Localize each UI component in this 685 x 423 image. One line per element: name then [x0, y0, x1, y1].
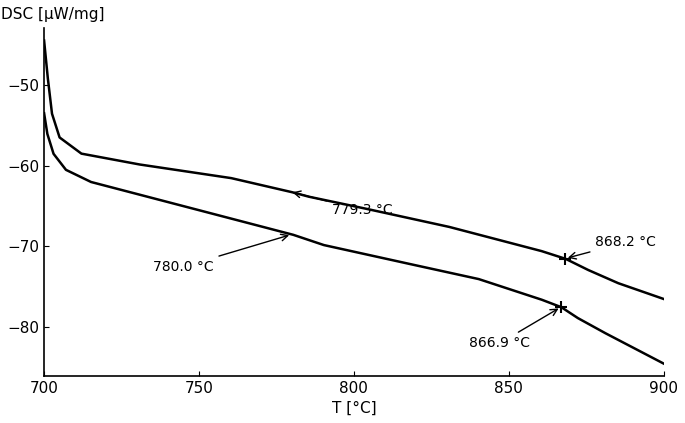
- Text: 866.9 °C: 866.9 °C: [469, 309, 558, 350]
- Text: 779.3 °C: 779.3 °C: [294, 191, 393, 217]
- Text: 780.0 °C: 780.0 °C: [153, 234, 288, 274]
- Text: DSC [μW/mg]: DSC [μW/mg]: [1, 6, 104, 22]
- Text: 868.2 °C: 868.2 °C: [569, 236, 656, 259]
- X-axis label: T [°C]: T [°C]: [332, 401, 376, 416]
